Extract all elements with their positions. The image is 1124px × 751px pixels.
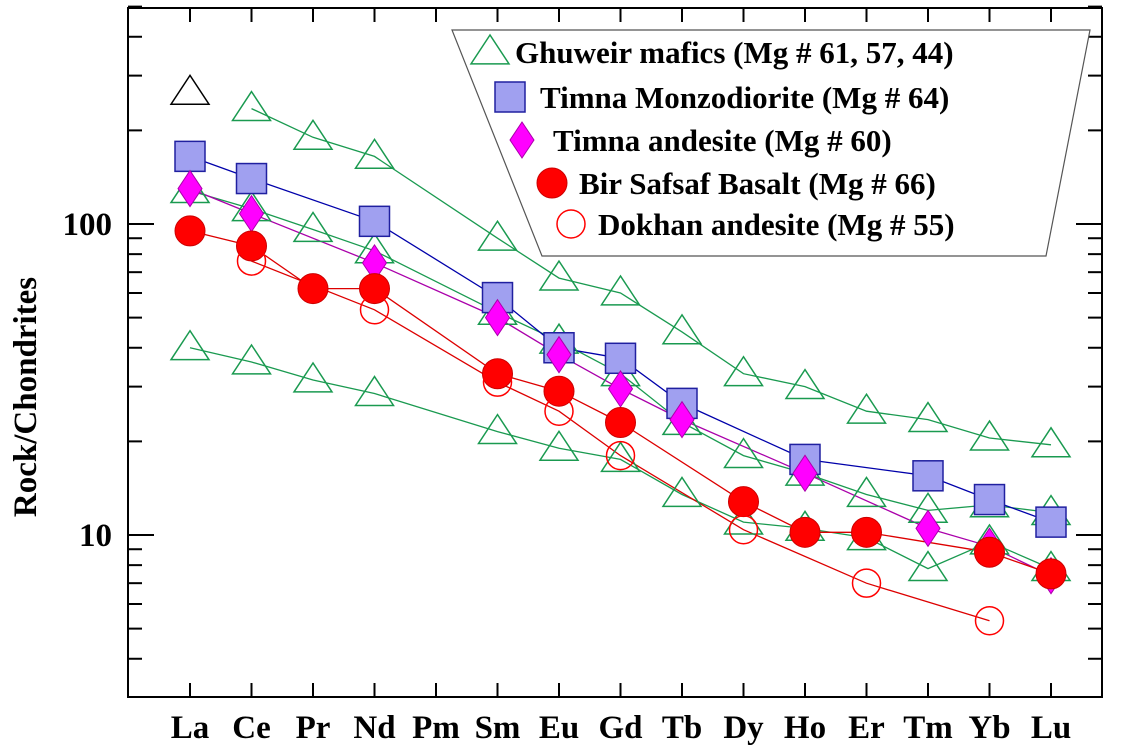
data-point-triangle-open <box>171 331 209 360</box>
data-point-triangle-open <box>848 394 886 423</box>
data-point-triangle-open <box>171 75 209 104</box>
data-point-circle-filled <box>360 274 390 304</box>
legend-entry: Dokhan andesite (Mg # 55) <box>557 207 955 242</box>
legend-label: Bir Safsaf Basalt (Mg # 66) <box>579 166 936 201</box>
y-tick-label: 10 <box>79 518 112 554</box>
x-tick-label: Yb <box>968 710 1010 746</box>
x-tick-label: Eu <box>539 710 579 746</box>
data-point-square <box>1036 507 1066 537</box>
x-tick-label: Dy <box>723 710 764 746</box>
data-point-circle-filled <box>790 517 820 547</box>
x-tick-label: Ho <box>784 710 826 746</box>
data-point-circle-filled <box>298 274 328 304</box>
data-point-triangle-open <box>356 139 394 168</box>
data-point-circle-filled <box>537 168 567 198</box>
x-tick-label: Sm <box>475 710 521 746</box>
data-point-triangle-open <box>540 431 578 460</box>
data-point-triangle-open <box>909 552 947 581</box>
data-point-square <box>606 343 636 373</box>
data-point-triangle-open <box>909 403 947 432</box>
x-tick-label: Lu <box>1031 710 1071 746</box>
data-point-triangle-open <box>725 357 763 386</box>
data-point-triangle-open <box>540 261 578 290</box>
x-tick-label: Pm <box>412 710 460 746</box>
data-point-circle-filled <box>175 216 205 246</box>
data-point-diamond <box>240 196 264 232</box>
legend-label: Ghuweir mafics (Mg # 61, 57, 44) <box>515 35 954 70</box>
x-tick-label: Pr <box>296 710 331 746</box>
legend-entry: Ghuweir mafics (Mg # 61, 57, 44) <box>471 35 954 70</box>
data-point-square <box>975 485 1005 515</box>
x-tick-label: Tm <box>903 710 953 746</box>
legend-entry: Timna andesite (Mg # 60) <box>510 122 892 158</box>
data-point-triangle-open <box>848 477 886 506</box>
x-tick-label: Gd <box>598 710 642 746</box>
data-point-diamond <box>609 371 633 407</box>
data-point-triangle-open <box>1032 428 1070 457</box>
data-point-triangle-open <box>479 415 517 444</box>
legend-label: Timna Monzodiorite (Mg # 64) <box>540 80 949 115</box>
data-point-circle-filled <box>975 537 1005 567</box>
x-tick-label: Er <box>848 710 885 746</box>
data-point-triangle-open <box>294 120 332 149</box>
data-point-triangle-open <box>294 363 332 392</box>
data-point-triangle-open <box>233 92 271 121</box>
y-tick-label: 100 <box>63 207 113 243</box>
data-point-circle-filled <box>852 517 882 547</box>
data-point-circle-filled <box>606 408 636 438</box>
data-point-triangle-open <box>971 421 1009 450</box>
data-point-square <box>913 461 943 491</box>
legend-label: Timna andesite (Mg # 60) <box>553 123 892 158</box>
data-point-triangle-open <box>294 213 332 242</box>
data-point-square <box>175 141 205 171</box>
series-markers-3 <box>171 75 209 104</box>
x-tick-label: Ce <box>232 710 270 746</box>
legend-label: Dokhan andesite (Mg # 55) <box>598 207 955 242</box>
data-point-circle-filled <box>1036 559 1066 589</box>
x-tick-label: Tb <box>662 710 702 746</box>
legend: Ghuweir mafics (Mg # 61, 57, 44) Timna Mo… <box>452 30 1090 256</box>
data-point-circle-filled <box>729 487 759 517</box>
data-point-square <box>495 82 525 112</box>
data-point-square <box>360 206 390 236</box>
legend-entry: Bir Safsaf Basalt (Mg # 66) <box>537 166 936 201</box>
data-point-triangle-open <box>725 439 763 468</box>
data-point-triangle-open <box>479 221 517 250</box>
x-tick-label: Nd <box>353 710 395 746</box>
data-point-circle-filled <box>237 231 267 261</box>
data-point-square <box>237 164 267 194</box>
y-axis-title: Rock/Chondrites <box>8 277 44 517</box>
legend-entry: Timna Monzodiorite (Mg # 64) <box>495 80 949 115</box>
x-tick-label: La <box>171 710 210 746</box>
data-point-triangle-open <box>663 315 701 344</box>
data-point-diamond <box>178 171 202 207</box>
